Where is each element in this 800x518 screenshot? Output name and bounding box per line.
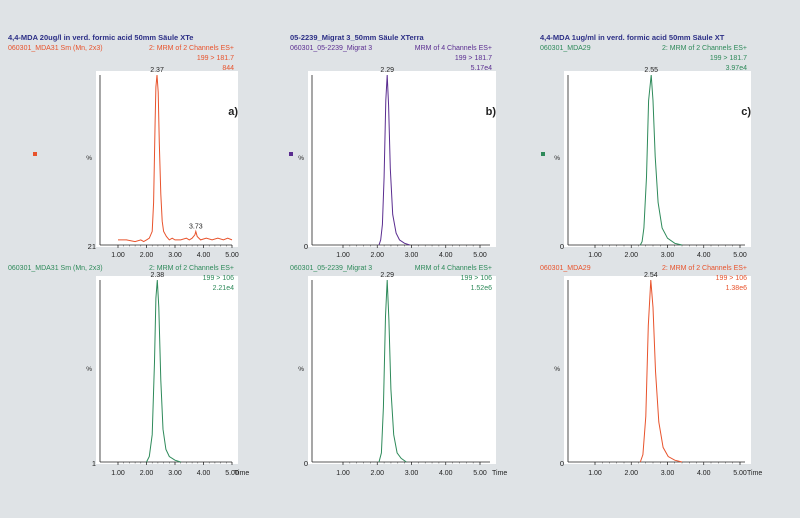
sample-name: 060301_MDA31 Sm (Mn, 2x3) xyxy=(8,45,103,52)
x-tick-label: 4.00 xyxy=(697,470,711,477)
x-tick-label: 4.00 xyxy=(439,252,453,259)
plot-panel xyxy=(308,276,496,464)
mrm-transition: 199 > 181.7 xyxy=(710,55,747,62)
x-tick-label: 5.00 xyxy=(733,252,747,259)
mrm-transition: 199 > 106 xyxy=(461,275,492,282)
channel-color-marker xyxy=(541,152,545,156)
mrm-transition: 199 > 106 xyxy=(716,275,747,282)
peak-retention-label: 2.29 xyxy=(380,67,394,74)
y-axis-bottom-label: 1 xyxy=(92,459,96,468)
plot-panel xyxy=(564,276,751,464)
channel-color-marker xyxy=(289,152,293,156)
chart-title: 05-2239_Migrat 3_50mm Säule XTerra xyxy=(290,33,425,42)
x-tick-label: 2.00 xyxy=(624,252,638,259)
intensity-value: 3.97e4 xyxy=(726,65,748,72)
x-tick-label: 4.00 xyxy=(197,470,211,477)
plot-panel xyxy=(564,71,751,247)
chromatogram-trace xyxy=(118,74,233,243)
sample-name: 060301_MDA29 xyxy=(540,45,591,52)
x-tick-label: 3.00 xyxy=(661,470,675,477)
sample-name: 060301_05-2239_Migrat 3 xyxy=(290,265,372,272)
y-axis-label: % xyxy=(298,155,304,162)
chart-title: 4,4-MDA 1ug/ml in verd. formic acid 50mm… xyxy=(540,33,725,42)
panel-label: c) xyxy=(741,106,751,118)
x-tick-label: 2.00 xyxy=(140,252,154,259)
x-axis-label: Time xyxy=(747,470,762,477)
mrm-channel-info: MRM of 4 Channels ES+ xyxy=(415,265,492,272)
intensity-value: 1.38e6 xyxy=(726,285,748,292)
x-tick-label: 5.00 xyxy=(473,470,487,477)
sample-name: 060301_MDA31 Sm (Mn, 2x3) xyxy=(8,265,103,272)
x-tick-label: 4.00 xyxy=(697,252,711,259)
intensity-value: 5.17e4 xyxy=(471,65,493,72)
intensity-value: 844 xyxy=(222,65,234,72)
chromatogram-trace xyxy=(378,279,407,463)
x-tick-label: 3.00 xyxy=(405,470,419,477)
x-tick-label: 2.00 xyxy=(370,470,384,477)
peak-retention-label: 2.38 xyxy=(151,272,165,279)
panel-label: b) xyxy=(486,106,497,118)
mrm-channel-info: 2: MRM of 2 Channels ES+ xyxy=(662,265,747,272)
x-tick-label: 5.00 xyxy=(225,252,239,259)
peak-retention-label: 3.73 xyxy=(189,223,203,230)
plot-panel xyxy=(96,276,238,464)
sample-name: 060301_MDA29 xyxy=(540,265,591,272)
y-axis-bottom-label: 0 xyxy=(304,242,308,251)
sample-name: 060301_05-2239_Migrat 3 xyxy=(290,45,372,52)
y-axis-label: % xyxy=(298,366,304,373)
plot-panel xyxy=(96,71,238,247)
intensity-value: 1.52e6 xyxy=(471,285,493,292)
peak-retention-label: 2.54 xyxy=(644,272,658,279)
x-tick-label: 2.00 xyxy=(370,252,384,259)
y-axis-bottom-label: 0 xyxy=(560,242,564,251)
y-axis-label: % xyxy=(554,155,560,162)
mrm-channel-info: 2: MRM of 2 Channels ES+ xyxy=(662,45,747,52)
y-axis-label: % xyxy=(86,155,92,162)
x-tick-label: 4.00 xyxy=(439,470,453,477)
x-axis-label: Time xyxy=(492,470,507,477)
x-tick-label: 1.00 xyxy=(588,252,602,259)
x-tick-label: 1.00 xyxy=(111,252,125,259)
y-axis-bottom-label: 0 xyxy=(560,459,564,468)
mrm-channel-info: MRM of 4 Channels ES+ xyxy=(415,45,492,52)
peak-retention-label: 2.29 xyxy=(380,272,394,279)
x-axis-label: Time xyxy=(234,470,249,477)
mrm-transition: 199 > 181.7 xyxy=(455,55,492,62)
x-tick-label: 2.00 xyxy=(624,470,638,477)
x-tick-label: 3.00 xyxy=(661,252,675,259)
chromatogram-trace xyxy=(378,74,410,246)
x-tick-label: 5.00 xyxy=(225,470,239,477)
x-tick-label: 1.00 xyxy=(336,470,350,477)
plot-panel xyxy=(308,71,496,247)
x-tick-label: 1.00 xyxy=(111,470,125,477)
y-axis-label: % xyxy=(86,366,92,373)
y-axis-label: % xyxy=(554,366,560,373)
x-tick-label: 3.00 xyxy=(405,252,419,259)
intensity-value: 2.21e4 xyxy=(213,285,235,292)
x-tick-label: 1.00 xyxy=(336,252,350,259)
x-tick-label: 1.00 xyxy=(588,470,602,477)
mrm-transition: 199 > 181.7 xyxy=(197,55,234,62)
channel-color-marker xyxy=(33,152,37,156)
x-tick-label: 4.00 xyxy=(197,252,211,259)
peak-retention-label: 2.37 xyxy=(150,67,164,74)
chromatogram-trace xyxy=(639,74,683,246)
x-tick-label: 5.00 xyxy=(473,252,487,259)
chromatogram-trace xyxy=(146,279,181,463)
chromatogram-trace xyxy=(639,279,683,463)
chart-title: 4,4-MDA 20ug/l in verd. formic acid 50mm… xyxy=(8,33,193,42)
x-tick-label: 2.00 xyxy=(140,470,154,477)
y-axis-bottom-label: 21 xyxy=(88,242,96,251)
peak-retention-label: 2.55 xyxy=(644,67,658,74)
x-tick-label: 3.00 xyxy=(168,252,182,259)
y-axis-bottom-label: 0 xyxy=(304,459,308,468)
x-tick-label: 3.00 xyxy=(168,470,182,477)
mrm-channel-info: 2: MRM of 2 Channels ES+ xyxy=(149,265,234,272)
mrm-transition: 199 > 106 xyxy=(203,275,234,282)
panel-label: a) xyxy=(228,106,238,118)
mrm-channel-info: 2: MRM of 2 Channels ES+ xyxy=(149,45,234,52)
x-tick-label: 5.00 xyxy=(733,470,747,477)
